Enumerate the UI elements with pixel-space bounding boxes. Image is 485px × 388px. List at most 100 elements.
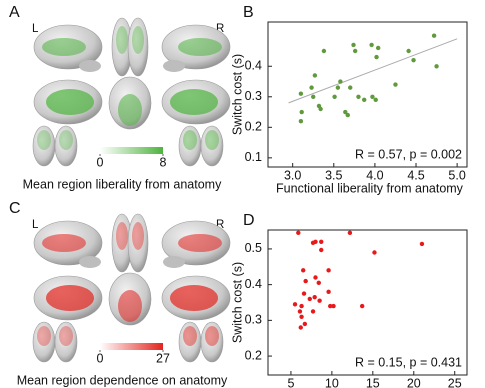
y-tick-label: 0.2: [245, 348, 262, 362]
scatter-point: [347, 230, 353, 236]
scatter-point: [299, 303, 304, 309]
scatter-point: [332, 94, 337, 99]
colorbar: [100, 343, 163, 350]
brain: [54, 125, 78, 167]
x-tick-label: 15: [366, 376, 380, 388]
y-tick-label: 0.2: [245, 120, 262, 134]
colorbar-tick-label: 8: [160, 155, 167, 169]
scatter-point: [372, 250, 377, 255]
scatter-point: [369, 42, 374, 48]
scatter-point: [319, 247, 324, 253]
brain-activation: [59, 326, 73, 346]
brain-activation: [118, 290, 142, 322]
scatter-point: [431, 33, 437, 38]
annotation: R = 0.57, p = 0.002: [355, 147, 462, 161]
scatter-point: [348, 85, 353, 90]
y-axis-label: Switch cost (s): [230, 262, 244, 343]
brain-activation: [170, 89, 218, 115]
scatter-point: [373, 97, 378, 103]
scatter-point: [352, 48, 358, 54]
scatter-point: [434, 64, 439, 69]
scatter-point: [309, 85, 314, 90]
scatter-point: [313, 239, 318, 244]
brain: [54, 321, 78, 363]
brain-activation: [183, 130, 197, 150]
scatter-point: [318, 106, 323, 112]
scatter-point: [298, 325, 303, 330]
x-tick-label: 10: [325, 376, 339, 388]
y-tick-label: 0.3: [245, 313, 262, 327]
y-tick-label: 0.3: [245, 89, 262, 103]
brain-activation: [116, 26, 128, 54]
scatter-point: [375, 45, 381, 51]
panel-letter: B: [243, 4, 254, 21]
brain-activation: [170, 285, 218, 311]
scatter-point: [338, 79, 343, 84]
brain-activation: [178, 38, 222, 56]
scatter-point: [362, 97, 367, 103]
scatter-point: [316, 280, 321, 286]
hemisphere-label: L: [32, 23, 39, 35]
scatter-point: [319, 239, 324, 244]
scatter-point: [343, 109, 348, 115]
y-tick-label: 0.1: [245, 150, 262, 164]
scatter-point: [298, 119, 304, 124]
scatter-point: [359, 303, 365, 309]
scatter-point: [393, 82, 398, 87]
hemisphere-label: R: [216, 23, 224, 35]
scatter-point: [312, 73, 318, 78]
brain-activation: [42, 38, 86, 56]
plot-frame: [267, 21, 468, 168]
scatter-point: [297, 309, 303, 314]
scatter-point: [326, 289, 331, 294]
colorbar-tick-label: 0: [97, 351, 104, 365]
scatter-point: [296, 230, 301, 236]
cerebellum: [79, 60, 101, 72]
x-axis-label: Mean region dependence on anatomy: [17, 373, 228, 387]
brain-activation: [205, 326, 219, 346]
hemisphere-label: R: [216, 219, 224, 231]
scatter-point: [313, 275, 318, 280]
x-tick-label: 3.5: [325, 168, 342, 182]
x-tick-label: 20: [407, 376, 421, 388]
scatter-point: [351, 42, 356, 48]
cerebellum: [163, 256, 185, 268]
brain: [200, 125, 224, 167]
brain-activation: [37, 326, 51, 346]
brain: [127, 213, 149, 273]
scatter-point: [299, 314, 304, 319]
brain-activation: [46, 89, 94, 115]
brain-activation: [205, 130, 219, 150]
x-tick-label: 25: [448, 376, 462, 388]
scatter-point: [317, 298, 322, 303]
brain-activation: [37, 130, 51, 150]
x-axis-label: Functional liberality from anatomy: [276, 181, 464, 195]
brain-activation: [46, 285, 94, 311]
x-tick-label: 5.0: [448, 168, 465, 182]
y-tick-label: 0.5: [245, 241, 262, 255]
brain-renderings: [32, 213, 231, 363]
brain: [127, 17, 149, 77]
x-tick-label: 3.0: [284, 168, 301, 182]
brain-activation: [183, 326, 197, 346]
cerebellum: [79, 256, 101, 268]
x-tick-label: 5: [287, 376, 294, 388]
scatter-point: [301, 268, 306, 273]
brain-activation: [178, 234, 222, 252]
scatter-point: [331, 303, 336, 309]
scatter-point: [419, 241, 425, 247]
panel-letter: A: [9, 4, 20, 21]
scatter-point: [310, 309, 316, 314]
annotation: R = 0.15, p = 0.431: [355, 355, 462, 369]
panel-letter: C: [9, 200, 21, 217]
scatter-point: [302, 321, 308, 327]
cerebellum: [163, 60, 185, 72]
scatter-point: [311, 94, 316, 99]
brain-activation: [132, 222, 144, 250]
scatter-point: [307, 296, 312, 302]
scatter-point: [370, 94, 375, 99]
scatter-point: [312, 294, 317, 300]
x-tick-label: 4.0: [366, 168, 383, 182]
scatter-point: [321, 48, 327, 54]
